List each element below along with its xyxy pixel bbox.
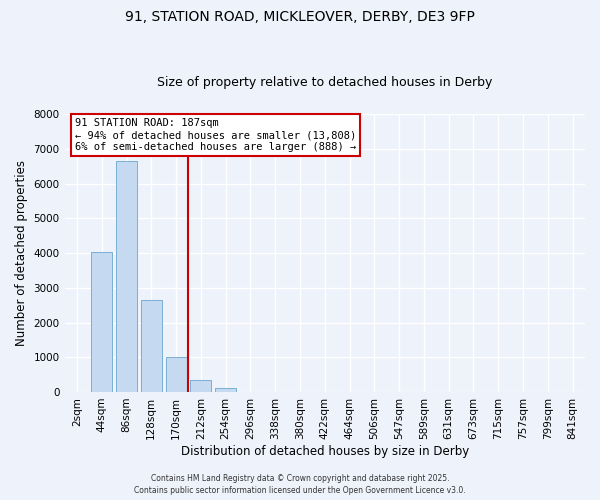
Text: 91, STATION ROAD, MICKLEOVER, DERBY, DE3 9FP: 91, STATION ROAD, MICKLEOVER, DERBY, DE3…: [125, 10, 475, 24]
Text: 91 STATION ROAD: 187sqm
← 94% of detached houses are smaller (13,808)
6% of semi: 91 STATION ROAD: 187sqm ← 94% of detache…: [75, 118, 356, 152]
Bar: [190, 380, 211, 392]
Bar: [91, 252, 112, 392]
Bar: [141, 300, 162, 392]
Text: Contains HM Land Registry data © Crown copyright and database right 2025.
Contai: Contains HM Land Registry data © Crown c…: [134, 474, 466, 495]
Bar: [166, 357, 187, 392]
X-axis label: Distribution of detached houses by size in Derby: Distribution of detached houses by size …: [181, 444, 469, 458]
Bar: [116, 161, 137, 392]
Title: Size of property relative to detached houses in Derby: Size of property relative to detached ho…: [157, 76, 493, 90]
Bar: [215, 388, 236, 392]
Y-axis label: Number of detached properties: Number of detached properties: [15, 160, 28, 346]
